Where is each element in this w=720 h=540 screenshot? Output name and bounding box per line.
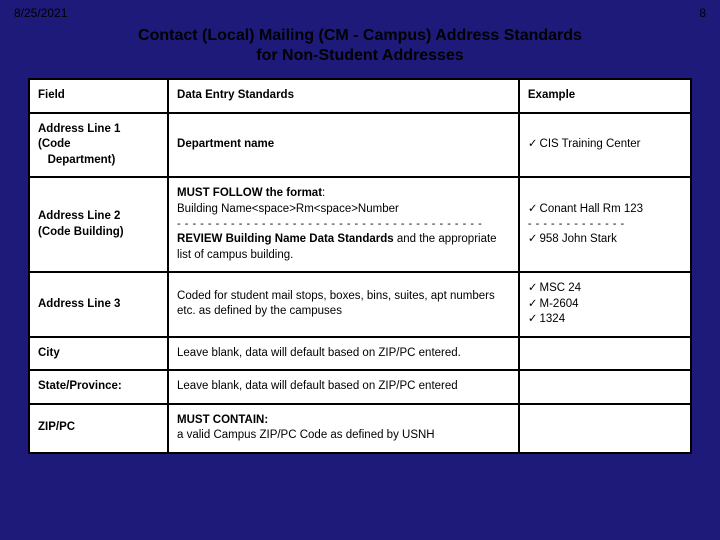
title-line-2: for Non-Student Addresses xyxy=(256,47,463,64)
header-date: 8/25/2021 xyxy=(14,6,67,20)
cell-standards: Leave blank, data will default based on … xyxy=(168,337,519,371)
page-title: Contact (Local) Mailing (CM - Campus) Ad… xyxy=(0,22,720,78)
table-row: Address Line 3 Coded for student mail st… xyxy=(29,272,691,337)
cell-standards: Leave blank, data will default based on … xyxy=(168,370,519,404)
col-field: Field xyxy=(29,79,168,113)
cell-example xyxy=(519,370,691,404)
cell-field: Address Line 2(Code Building) xyxy=(29,177,168,272)
cell-standards: Department name xyxy=(168,113,519,178)
cell-field: State/Province: xyxy=(29,370,168,404)
cell-example: ✓CIS Training Center xyxy=(519,113,691,178)
cell-standards: MUST FOLLOW the format:Building Name<spa… xyxy=(168,177,519,272)
cell-example: ✓Conant Hall Rm 123- - - - - - - - - - -… xyxy=(519,177,691,272)
table-row: Address Line 2(Code Building) MUST FOLLO… xyxy=(29,177,691,272)
cell-field: Address Line 1(Code Department) xyxy=(29,113,168,178)
cell-field: City xyxy=(29,337,168,371)
page-header: 8/25/2021 8 xyxy=(0,0,720,22)
cell-example xyxy=(519,404,691,453)
title-line-1: Contact (Local) Mailing (CM - Campus) Ad… xyxy=(138,27,582,44)
standards-table-wrap: Field Data Entry Standards Example Addre… xyxy=(0,78,720,472)
header-page: 8 xyxy=(699,6,706,20)
col-standards: Data Entry Standards xyxy=(168,79,519,113)
table-row: State/Province: Leave blank, data will d… xyxy=(29,370,691,404)
cell-example xyxy=(519,337,691,371)
standards-table: Field Data Entry Standards Example Addre… xyxy=(28,78,692,454)
table-row: Address Line 1(Code Department) Departme… xyxy=(29,113,691,178)
table-row: City Leave blank, data will default base… xyxy=(29,337,691,371)
table-header-row: Field Data Entry Standards Example xyxy=(29,79,691,113)
cell-field: Address Line 3 xyxy=(29,272,168,337)
table-row: ZIP/PC MUST CONTAIN:a valid Campus ZIP/P… xyxy=(29,404,691,453)
cell-standards: Coded for student mail stops, boxes, bin… xyxy=(168,272,519,337)
col-example: Example xyxy=(519,79,691,113)
cell-field: ZIP/PC xyxy=(29,404,168,453)
cell-example: ✓MSC 24✓M-2604✓1324 xyxy=(519,272,691,337)
cell-standards: MUST CONTAIN:a valid Campus ZIP/PC Code … xyxy=(168,404,519,453)
